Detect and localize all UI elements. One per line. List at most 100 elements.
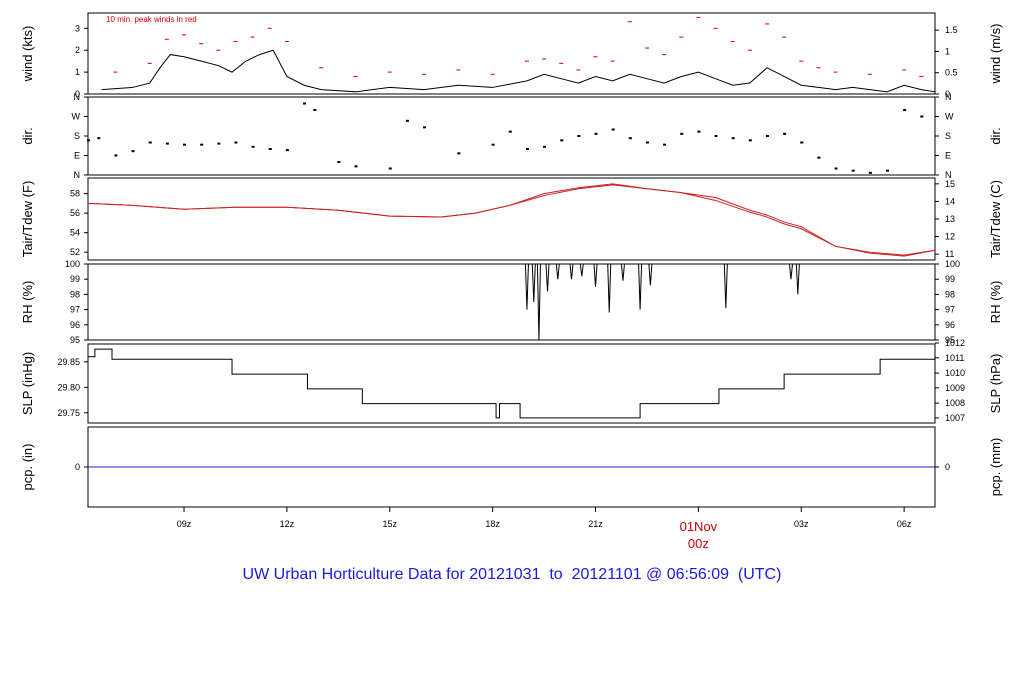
dir-ylabel-left: dir. [20, 127, 35, 144]
wind-ytick-label-left-3: 3 [75, 23, 80, 33]
temp-ytick-label-right-2: 13 [945, 214, 955, 224]
rh-dip-6 [579, 263, 584, 277]
dir-point-36 [748, 139, 752, 142]
dir-point-15 [337, 161, 341, 163]
dir-ytick-label-right-4: N [945, 92, 952, 102]
temp-ytick-label-right-3: 14 [945, 196, 955, 206]
rh-dip-10 [638, 263, 643, 310]
dir-point-23 [525, 148, 529, 150]
temp-ytick-label-left-1: 54 [70, 228, 80, 238]
pcp-ylabel-right: pcp. (mm) [988, 438, 1003, 497]
dir-point-29 [628, 137, 632, 140]
dir-point-3 [131, 150, 135, 153]
rh-ytick-label-right-5: 100 [945, 259, 960, 269]
rh-ytick-label-left-3: 98 [70, 289, 80, 299]
dir-point-39 [800, 141, 804, 144]
dir-point-35 [731, 137, 735, 140]
dir-ylabel-right: dir. [988, 127, 1003, 144]
dir-point-20 [457, 152, 461, 155]
rh-ytick-label-right-1: 96 [945, 320, 955, 330]
xtick-label-4: 21z [588, 519, 603, 529]
dir-point-38 [783, 132, 787, 135]
slp-ylabel-left: SLP (inHg) [20, 352, 35, 415]
rh-dip-11 [648, 263, 653, 286]
dir-ytick-label-left-4: N [74, 92, 81, 102]
dir-point-26 [577, 135, 581, 137]
dir-point-21 [491, 143, 495, 146]
footer-title: UW Urban Horticulture Data for 20121031 … [242, 566, 782, 583]
rh-dip-3 [545, 263, 550, 292]
dir-point-16 [354, 165, 358, 168]
dir-ytick-label-right-0: N [945, 170, 952, 180]
dir-point-37 [765, 135, 769, 137]
slp-ylabel-right: SLP (hPa) [988, 354, 1003, 414]
dir-ytick-label-left-2: S [74, 131, 80, 141]
rh-dip-12 [723, 263, 728, 309]
dir-ytick-label-left-1: E [74, 151, 80, 161]
wind-ytick-label-right-2: 1 [945, 46, 950, 56]
dir-point-17 [388, 167, 392, 170]
temp-line-0 [87, 183, 936, 256]
wind-annotation: 10 min. peak winds in red [106, 15, 197, 24]
xtick-label-6: 06z [897, 519, 912, 529]
rh-ytick-label-left-4: 99 [70, 274, 80, 284]
temp-ylabel-left: Tair/Tdew (F) [20, 181, 35, 258]
dir-point-46 [920, 115, 924, 118]
rh-dip-4 [555, 263, 560, 280]
dir-point-42 [851, 169, 855, 172]
dir-point-0 [87, 139, 90, 142]
temp-ytick-label-left-2: 56 [70, 208, 80, 218]
dir-ytick-label-right-2: S [945, 131, 951, 141]
dir-point-24 [543, 145, 547, 148]
dir-point-11 [268, 148, 272, 150]
dir-point-41 [834, 167, 838, 170]
rh-frame [87, 263, 936, 341]
midnight-label-bottom: 00z [688, 536, 709, 551]
wind-ytick-label-left-2: 2 [75, 45, 80, 55]
dir-point-7 [200, 143, 204, 146]
rh-ytick-label-right-3: 98 [945, 289, 955, 299]
dir-point-1 [97, 137, 101, 140]
midnight-label-top: 01Nov [680, 519, 718, 534]
dir-point-28 [611, 128, 615, 131]
dir-point-5 [165, 142, 169, 145]
xtick-label-3: 18z [485, 519, 500, 529]
dir-point-43 [868, 171, 872, 174]
xtick-label-0: 09z [177, 519, 192, 529]
wind-ytick-label-left-1: 1 [75, 67, 80, 77]
dir-point-4 [148, 141, 152, 144]
slp-ytick-label-left-0: 29.75 [57, 408, 80, 418]
dir-point-9 [234, 141, 238, 144]
rh-dip-7 [593, 263, 598, 287]
rh-dip-2 [536, 263, 541, 341]
dir-point-25 [560, 139, 564, 142]
dir-ytick-label-left-3: W [72, 112, 81, 122]
dir-point-31 [663, 143, 667, 146]
rh-dip-5 [569, 263, 574, 280]
rh-dip-0 [524, 263, 529, 310]
temp-frame [87, 177, 936, 261]
rh-dip-9 [620, 263, 625, 281]
slp-ytick-label-right-4: 1011 [945, 353, 964, 363]
xtick-label-1: 12z [280, 519, 295, 529]
rh-ytick-label-left-0: 95 [70, 335, 80, 345]
rh-ytick-label-left-2: 97 [70, 305, 80, 315]
dir-ytick-label-right-3: W [945, 112, 954, 122]
xtick-label-2: 15z [383, 519, 398, 529]
temp-ytick-label-left-3: 58 [70, 189, 80, 199]
wind-mean-line [101, 49, 936, 93]
dir-ytick-label-left-0: N [74, 170, 81, 180]
pcp-ytick-label-left-0: 0 [75, 462, 80, 472]
dir-ytick-label-right-1: E [945, 151, 951, 161]
dir-point-14 [313, 109, 317, 111]
temp-ytick-label-right-0: 11 [945, 249, 954, 259]
rh-dip-13 [788, 263, 793, 280]
rh-dip-8 [607, 263, 612, 313]
dir-point-2 [114, 154, 118, 157]
xtick-label-5: 03z [794, 519, 809, 529]
dir-point-19 [423, 126, 427, 129]
dir-point-22 [508, 130, 512, 133]
temp-line-1 [87, 184, 936, 257]
slp-ytick-label-right-3: 1010 [945, 368, 965, 378]
